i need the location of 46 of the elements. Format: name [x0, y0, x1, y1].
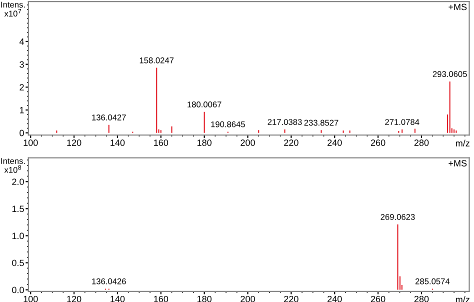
annotation: 293.0605 [432, 71, 467, 78]
x-tick-label: 140 [110, 140, 125, 146]
y-tick-label: 0.5 [12, 260, 24, 266]
y-axis-title: Intens. x10$^{7}$ [1, 2, 25, 17]
annotation: 136.0427 [92, 114, 126, 120]
y-tick-label: 0 [20, 130, 24, 136]
x-tick-label: 220 [284, 140, 298, 146]
y-axis-title: Intens. x10$^{8}$ [1, 158, 25, 173]
x-tick-label: 200 [240, 140, 255, 146]
x-tick-label: 160 [154, 140, 168, 146]
annotation: 217.0383 [268, 119, 302, 125]
x-tick-label: 280 [414, 140, 429, 146]
x-tick-label: 120 [67, 296, 82, 302]
x-axis-title: m/z [456, 140, 470, 146]
x-tick-label: 120 [67, 140, 82, 146]
y-tick-label: 2 [20, 84, 24, 90]
y-tick-label: 4 [19, 38, 24, 45]
y-tick-label: 1.0 [12, 232, 24, 240]
annotation: 269.0623 [380, 214, 415, 220]
x-tick-label: 240 [328, 296, 342, 302]
x-tick-label: 100 [24, 296, 38, 302]
annotation: 285.0574 [416, 278, 450, 284]
annotation: 271.0784 [385, 119, 420, 125]
y-tick-label: 2.0 [12, 178, 24, 185]
y-tick-label: 1.5 [12, 206, 24, 212]
x-tick-label: 220 [284, 296, 298, 302]
x-tick-label: 180 [197, 140, 212, 146]
x-tick-label: 180 [197, 296, 212, 302]
x-tick-label: 100 [24, 140, 38, 146]
annotation: +MS [448, 4, 467, 10]
annotation: 233.8527 [304, 120, 338, 126]
annotation: 158.0247 [140, 57, 174, 64]
x-tick-label: 280 [414, 296, 429, 302]
y-tick-label: 3 [20, 61, 24, 68]
x-tick-label: 160 [154, 296, 168, 302]
y-tick-label: 1 [20, 107, 24, 114]
x-tick-label: 260 [370, 296, 386, 302]
y-tick-label: 0.0 [12, 286, 24, 294]
x-tick-label: 260 [370, 140, 386, 146]
x-tick-label: 240 [328, 140, 342, 146]
annotation: +MS [448, 160, 467, 166]
annotation: 190.8645 [211, 121, 245, 128]
x-tick-label: 200 [240, 296, 255, 302]
x-tick-label: 140 [110, 296, 125, 302]
annotation: 180.0067 [188, 101, 222, 108]
annotation: 136.0426 [92, 278, 126, 284]
